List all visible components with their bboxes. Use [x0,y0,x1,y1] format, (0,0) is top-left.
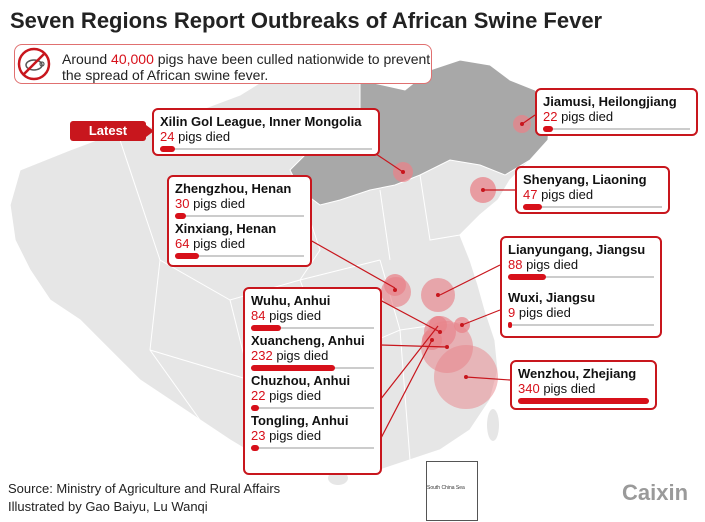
caixin-logo: Caixin [622,480,689,505]
death-count: 88 pigs died [508,257,579,272]
page-title: Seven Regions Report Outbreaks of Africa… [10,8,603,33]
city-label: Xinxiang, Henan [175,221,277,236]
city-label: Shenyang, Liaoning [523,172,647,187]
death-bar [160,146,175,152]
death-count: 24 pigs died [160,129,231,144]
city-label: Zhengzhou, Henan [175,181,292,196]
latest-badge: Latest [70,121,154,141]
taiwan-island [487,409,499,441]
city-label: Wuhu, Anhui [251,293,331,308]
callout-anhui: Wuhu, Anhui 84 pigs died Xuancheng, Anhu… [243,287,382,475]
death-bar [523,204,543,210]
death-count: 340 pigs died [518,381,596,396]
callout-jiamusi: Jiamusi, Heilongjiang 22 pigs died [535,88,698,136]
death-bar [518,398,649,404]
source-note: Source: Ministry of Agriculture and Rura… [8,480,280,516]
city-label: Xilin Gol League, Inner Mongolia [160,114,362,129]
city-label: Lianyungang, Jiangsu [508,242,646,257]
death-count: 9 pigs died [508,305,571,320]
death-bar [543,126,553,132]
bubble-chuzhou [429,316,447,334]
death-count: 47 pigs died [523,187,594,202]
death-bar [508,322,513,328]
death-count: 30 pigs died [175,196,246,211]
south-china-sea-inset: South China Sea [426,461,478,521]
death-bar [175,253,200,259]
callout-shenyang: Shenyang, Liaoning 47 pigs died [515,166,670,214]
summary-box [14,44,432,84]
death-count: 232 pigs died [251,348,329,363]
death-count: 84 pigs died [251,308,322,323]
city-label: Xuancheng, Anhui [251,333,365,348]
callout-wenzhou: Wenzhou, Zhejiang 340 pigs died [510,360,657,410]
death-count: 22 pigs died [543,109,614,124]
death-count: 64 pigs died [175,236,246,251]
death-bar [251,325,282,331]
death-bar [508,274,546,280]
leader-lines [309,114,536,441]
death-bar [251,405,259,411]
source-line: Source: Ministry of Agriculture and Rura… [8,481,281,496]
city-label: Tongling, Anhui [251,413,349,428]
death-bar [251,445,260,451]
callout-jiangsu: Lianyungang, Jiangsu 88 pigs died Wuxi, … [500,236,662,338]
death-count: 22 pigs died [251,388,322,403]
callout-xilin-gol: Xilin Gol League, Inner Mongolia 24 pigs… [152,108,380,156]
north-east-region [289,59,551,206]
callout-henan: Zhengzhou, Henan 30 pigs died Xinxiang, … [167,175,312,267]
city-label: Jiamusi, Heilongjiang [543,94,677,109]
death-bar [251,365,335,371]
no-pig-icon [17,47,51,81]
death-count: 23 pigs died [251,428,322,443]
culled-count: 40,000 [111,51,154,67]
death-bar [175,213,187,219]
city-label: Wuxi, Jiangsu [508,290,596,305]
city-label: Chuzhou, Anhui [251,373,351,388]
summary-text: Around 40,000 pigs have been culled nati… [62,51,431,83]
credit-line: Illustrated by Gao Baiyu, Lu Wanqi [8,499,208,514]
city-label: Wenzhou, Zhejiang [518,366,637,381]
